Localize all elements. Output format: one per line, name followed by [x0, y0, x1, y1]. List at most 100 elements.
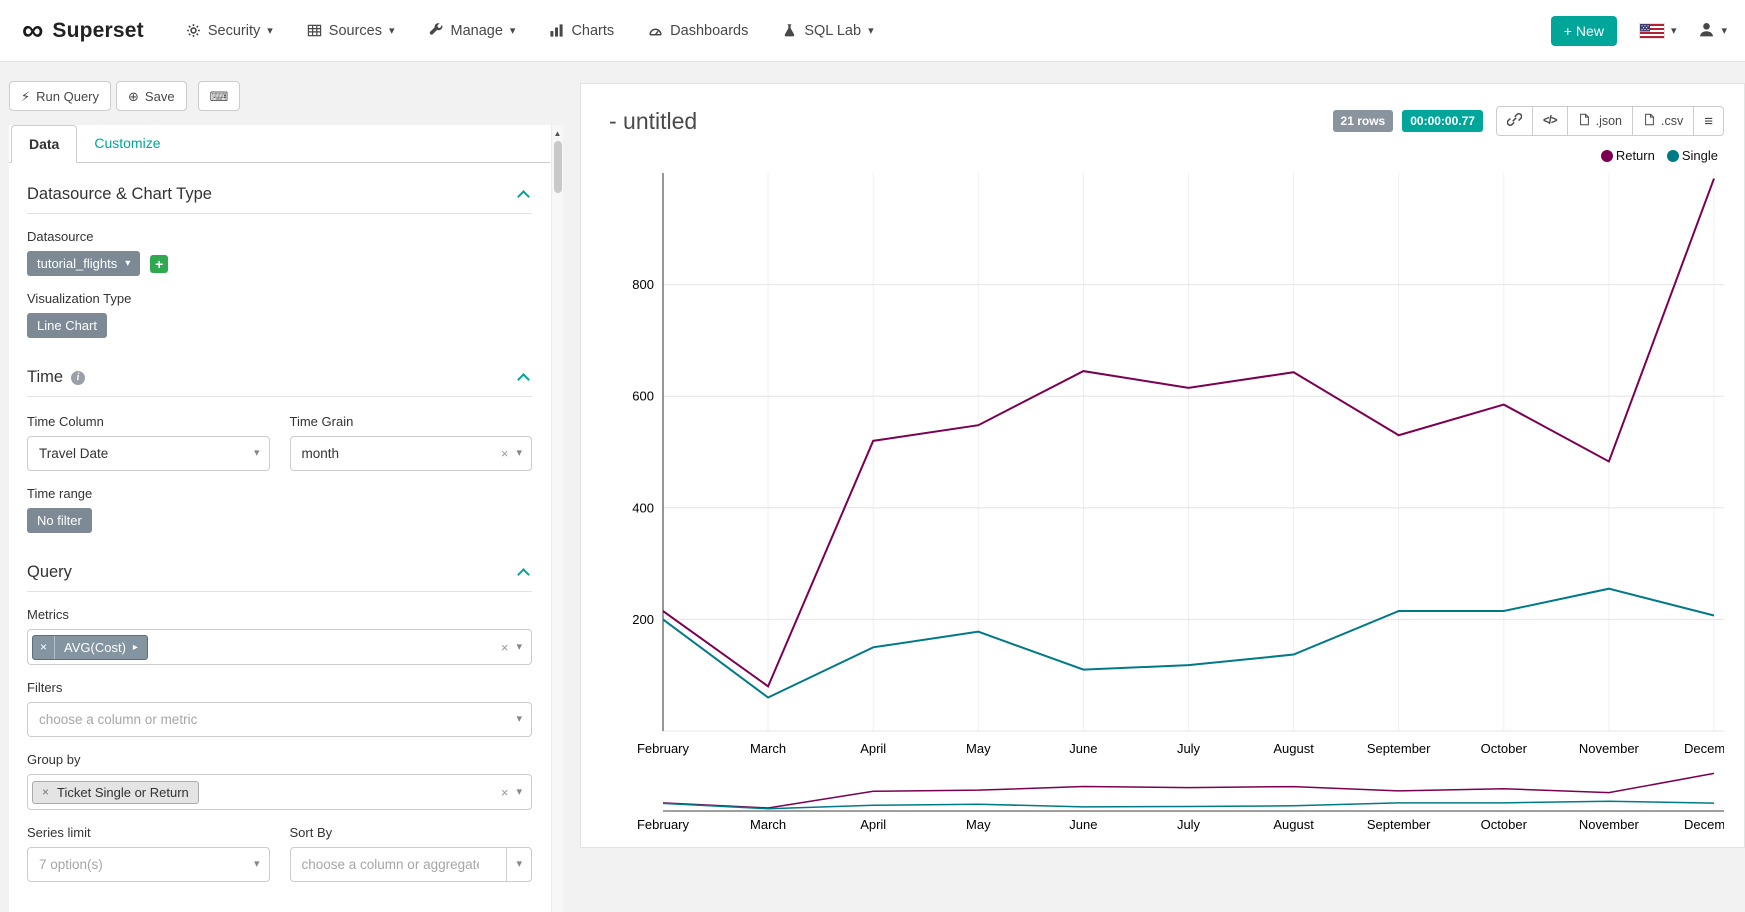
clear-icon[interactable]: ×	[500, 784, 509, 800]
groupby-chip[interactable]: × Ticket Single or Return	[32, 780, 199, 804]
remove-metric-icon[interactable]: ×	[33, 635, 56, 659]
keyboard-shortcuts-button[interactable]: ⌨	[197, 81, 241, 111]
chevron-down-icon: ▾	[516, 640, 522, 653]
svg-text:September: September	[1367, 817, 1431, 832]
scrollbar-thumb[interactable]	[553, 141, 562, 193]
chart-header-controls: 21 rows 00:00:00.77 </> .json .	[1332, 106, 1724, 136]
clear-icon[interactable]: ×	[500, 446, 509, 461]
time-grain-value: month	[301, 446, 340, 461]
svg-text:June: June	[1069, 817, 1097, 832]
svg-text:December: December	[1684, 741, 1724, 756]
series-limit-select[interactable]: 7 option(s) ▾	[27, 847, 270, 882]
bar-chart-icon	[549, 23, 564, 38]
export-csv-label: .csv	[1661, 114, 1684, 128]
svg-text:February: February	[637, 817, 690, 832]
section-time[interactable]: Time i	[27, 368, 532, 387]
section-query[interactable]: Query	[27, 563, 532, 582]
metrics-select[interactable]: × AVG(Cost) ▸ × ▾	[27, 629, 532, 665]
share-link-button[interactable]	[1495, 106, 1533, 136]
panel-scrollbar[interactable]: ▲	[551, 125, 563, 912]
remove-groupby-icon[interactable]: ×	[42, 785, 50, 799]
tab-customize[interactable]: Customize	[94, 135, 161, 151]
viz-type-chip[interactable]: Line Chart	[27, 313, 107, 338]
time-column-label: Time Column	[27, 414, 104, 429]
sort-by-select[interactable]: choose a column or aggregate f... ▾	[289, 847, 532, 882]
time-range-chip[interactable]: No filter	[27, 508, 92, 533]
chevron-down-icon: ▾	[253, 447, 260, 459]
datasource-chip[interactable]: tutorial_flights ▾	[27, 251, 141, 276]
time-range-label: Time range	[27, 486, 93, 501]
svg-text:May: May	[966, 741, 991, 756]
section-datasource-chart-type[interactable]: Datasource & Chart Type	[27, 185, 532, 204]
filters-label: Filters	[27, 680, 63, 695]
nav-item-label: Manage	[450, 22, 503, 39]
section-divider	[27, 213, 532, 214]
svg-text:200: 200	[632, 612, 654, 627]
export-csv-button[interactable]: .csv	[1632, 106, 1695, 136]
nav-item-sources[interactable]: Sources ▾	[307, 23, 395, 39]
nav-item-dashboards[interactable]: Dashboards	[648, 23, 748, 39]
chevron-down-icon: ▾	[516, 447, 522, 459]
viz-type-value: Line Chart	[37, 318, 97, 333]
export-json-label: .json	[1595, 114, 1622, 128]
superset-logo[interactable]: ∞ Superset	[22, 13, 144, 47]
controls-form: Datasource & Chart Type Datasource tutor…	[9, 163, 550, 912]
navbar-right: + New ▾ ▾	[1550, 15, 1727, 46]
legend-label: Return	[1615, 148, 1655, 163]
nav-item-security[interactable]: Security ▾	[186, 23, 273, 39]
new-button[interactable]: + New	[1550, 15, 1617, 46]
user-menu[interactable]: ▾	[1698, 21, 1727, 41]
svg-text:December: December	[1684, 817, 1724, 832]
section-title: Time	[27, 368, 64, 386]
plus-circle-icon: ⊕	[128, 88, 139, 104]
time-column-value: Travel Date	[39, 446, 109, 461]
legend-dot	[1666, 149, 1679, 162]
time-grain-select[interactable]: month × ▾	[289, 436, 532, 471]
focus-brush-chart[interactable]: February March April May June July August Septe…	[601, 765, 1724, 839]
gear-icon	[186, 23, 201, 38]
save-label: Save	[144, 88, 175, 104]
expand-metric-icon: ▸	[132, 641, 138, 653]
svg-text:November: November	[1579, 741, 1640, 756]
section-title: Query	[27, 563, 72, 581]
nav-item-charts[interactable]: Charts	[549, 23, 614, 39]
save-button[interactable]: ⊕ Save	[116, 81, 187, 111]
groupby-select[interactable]: × Ticket Single or Return × ▾	[27, 774, 532, 810]
control-tabs: Data Customize	[9, 125, 550, 163]
svg-text:March: March	[750, 741, 786, 756]
add-datasource-icon[interactable]: +	[150, 254, 169, 273]
nav-item-manage[interactable]: Manage ▾	[429, 22, 516, 39]
scroll-up-arrow-icon[interactable]: ▲	[553, 129, 562, 138]
export-json-button[interactable]: .json	[1566, 106, 1633, 136]
tab-data[interactable]: Data	[11, 125, 78, 163]
svg-text:October: October	[1481, 741, 1528, 756]
section-title: Datasource & Chart Type	[27, 185, 212, 203]
nav-item-sql-lab[interactable]: SQL Lab ▾	[782, 23, 874, 39]
chevron-down-icon: ▾	[509, 25, 516, 37]
svg-text:March: March	[750, 817, 786, 832]
infinity-logo-icon: ∞	[22, 13, 44, 47]
svg-text:April: April	[860, 741, 886, 756]
filters-select[interactable]: choose a column or metric ▾	[27, 702, 532, 737]
nav-menu: Security ▾ Sources ▾ Manage ▾ Charts Das…	[186, 23, 874, 39]
run-query-button[interactable]: ⚡ Run Query	[9, 81, 112, 111]
chevron-down-icon: ▾	[253, 858, 260, 870]
legend-item-single[interactable]: Single	[1666, 148, 1718, 163]
legend-item-return[interactable]: Return	[1600, 148, 1655, 163]
embed-code-button[interactable]: </>	[1531, 106, 1568, 136]
line-chart[interactable]: 200 400 600 800 February March April May June Jul…	[601, 165, 1724, 765]
svg-text:April: April	[860, 817, 886, 832]
svg-text:May: May	[966, 817, 991, 832]
query-toolbar: ⚡ Run Query ⊕ Save ⌨	[9, 81, 563, 111]
section-divider	[27, 396, 532, 397]
svg-text:800: 800	[632, 277, 654, 292]
clear-icon[interactable]: ×	[500, 639, 509, 655]
time-column-select[interactable]: Travel Date ▾	[27, 436, 270, 471]
export-button-group: </> .json .csv ≡	[1495, 106, 1724, 136]
metric-chip[interactable]: × AVG(Cost) ▸	[32, 634, 148, 660]
chevron-down-icon: ▾	[516, 713, 522, 725]
chevron-down-icon: ▾	[516, 858, 522, 870]
language-selector[interactable]: ▾	[1638, 22, 1676, 39]
query-timer-badge: 00:00:00.77	[1402, 110, 1483, 132]
chart-menu-button[interactable]: ≡	[1693, 106, 1724, 136]
